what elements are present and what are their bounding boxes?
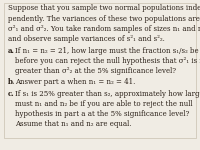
Text: pendently. The variances of these two populations are: pendently. The variances of these two po… [8,15,199,23]
Text: hypothesis in part a at the 5% significance level?: hypothesis in part a at the 5% significa… [15,110,190,118]
Text: b.: b. [8,78,15,86]
Text: and observe sample variances of s²₁ and s²₂.: and observe sample variances of s²₁ and … [8,35,164,43]
Text: greater than σ²₂ at the 5% significance level?: greater than σ²₂ at the 5% significance … [15,67,176,75]
Text: c.: c. [8,90,14,98]
Text: before you can reject the null hypothesis that σ²₁ is no: before you can reject the null hypothesi… [15,57,200,65]
Text: If s₁ is 25% greater than s₂, approximately how large: If s₁ is 25% greater than s₂, approximat… [15,90,200,98]
Text: a.: a. [8,46,15,54]
Text: σ²₁ and σ²₂. You take random samples of sizes n₁ and n₂: σ²₁ and σ²₂. You take random samples of … [8,25,200,33]
FancyBboxPatch shape [4,3,196,138]
Text: must n₁ and n₂ be if you are able to reject the null: must n₁ and n₂ be if you are able to rej… [15,100,193,108]
Text: Answer part a when n₁ = n₂ = 41.: Answer part a when n₁ = n₂ = 41. [15,78,136,86]
Text: Assume that n₁ and n₂ are equal.: Assume that n₁ and n₂ are equal. [15,120,132,128]
Text: Suppose that you sample two normal populations inde-: Suppose that you sample two normal popul… [8,4,200,12]
Text: If n₁ = n₂ = 21, how large must the fraction s₁/s₂ be: If n₁ = n₂ = 21, how large must the frac… [15,46,199,54]
